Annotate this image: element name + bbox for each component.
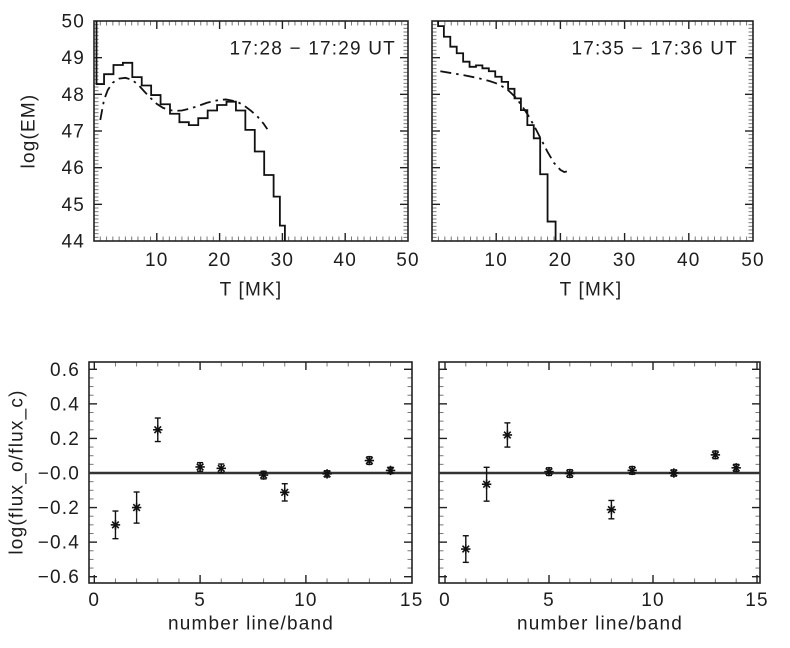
asterisk-marker (461, 544, 471, 554)
x-tick-label: 0 (88, 590, 100, 611)
asterisk-marker (153, 425, 163, 435)
flux-panel1-x-axis-label: number line/band (167, 613, 335, 635)
marker-stroke (482, 480, 491, 489)
asterisk-marker (606, 504, 617, 515)
asterisk-marker (258, 470, 269, 480)
x-tick-label: 5 (543, 590, 555, 611)
x-tick-label: 15 (400, 590, 424, 611)
panel-fluxratio-1728: 0 5 10 15 −0.6 −0.4 −0.2 −0.0 0.2 0.4 0.6 (38, 360, 424, 611)
x-tick-label: 30 (271, 250, 295, 271)
x-tick-label: 20 (208, 250, 232, 271)
axes-frame (431, 20, 754, 242)
dem-histogram (437, 21, 557, 241)
flux-panel2-x-axis-label: number line/band (516, 613, 684, 635)
marker-stroke (386, 466, 395, 475)
asterisk-marker (195, 462, 205, 472)
asterisk-marker (502, 430, 513, 440)
y-tick-label: 0.6 (50, 360, 80, 381)
y-tick-label: 0.4 (50, 394, 80, 415)
x-tick-label: 40 (677, 250, 701, 271)
marker-stroke (259, 471, 268, 479)
marker-stroke (607, 505, 616, 514)
x-tick-label: 0 (439, 590, 451, 611)
em-panel2-x-axis-label: T [MK] (559, 279, 623, 301)
asterisk-marker (481, 479, 492, 489)
x-tick-label: 40 (333, 250, 357, 271)
asterisk-marker (280, 487, 290, 498)
em-panel1-x-axis-label: T [MK] (219, 279, 283, 301)
y-tick-label: −0.0 (38, 464, 80, 485)
marker-stroke (461, 545, 470, 553)
y-tick-label: −0.2 (38, 498, 80, 519)
marker-stroke (711, 450, 720, 459)
em-panel2-time-annotation: 17:35 − 17:36 UT (571, 38, 738, 60)
model-fit-curve (440, 70, 568, 174)
panel-em-1728: 10 20 30 40 50 44 45 46 47 48 49 50 (61, 12, 420, 272)
asterisk-marker (731, 463, 741, 473)
x-tick-label: 10 (294, 590, 318, 611)
marker-stroke (365, 456, 374, 465)
x-tick-label: 5 (194, 590, 206, 611)
y-tick-label: 47 (61, 122, 85, 143)
em-y-axis-label: log(EM) (18, 93, 40, 169)
marker-stroke (565, 469, 574, 478)
marker-stroke (323, 469, 331, 478)
marker-stroke (732, 463, 741, 472)
asterisk-marker (110, 520, 121, 530)
panel-em-1735: 10 20 30 40 50 (431, 20, 765, 271)
em-panel1-time-annotation: 17:28 − 17:29 UT (229, 38, 396, 60)
marker-stroke (132, 503, 141, 512)
x-tick-label: 50 (741, 250, 765, 271)
asterisk-marker (216, 463, 226, 474)
marker-stroke (669, 469, 678, 477)
asterisk-marker (544, 466, 554, 477)
marker-stroke (280, 488, 289, 497)
x-tick-label: 10 (641, 590, 665, 611)
marker-stroke (503, 431, 512, 439)
x-tick-label: 50 (396, 250, 420, 271)
y-tick-label: −0.6 (38, 567, 80, 588)
marker-stroke (196, 463, 204, 471)
x-tick-label: 10 (145, 250, 169, 271)
y-tick-label: 46 (61, 158, 85, 179)
model-fit-curve (99, 76, 269, 130)
x-tick-label: 15 (745, 590, 769, 611)
marker-stroke (545, 467, 553, 476)
x-tick-label: 10 (484, 250, 508, 271)
asterisk-marker (322, 469, 332, 479)
y-tick-label: 45 (61, 195, 85, 216)
asterisk-marker (627, 465, 637, 476)
x-tick-label: 20 (549, 250, 573, 271)
asterisk-marker (364, 455, 375, 466)
y-tick-label: 44 (61, 232, 85, 253)
flux-y-axis-label: log(flux_o/flux_c) (6, 389, 28, 555)
y-tick-label: 0.2 (50, 429, 80, 450)
y-tick-label: 48 (61, 85, 85, 106)
marker-stroke (111, 520, 120, 529)
y-tick-label: −0.4 (38, 533, 80, 554)
y-tick-label: 49 (61, 48, 85, 69)
axes-frame (93, 20, 409, 242)
y-tick-label: 50 (61, 12, 85, 33)
x-tick-label: 30 (613, 250, 637, 271)
asterisk-marker (385, 465, 396, 476)
panel-fluxratio-1735: 0 5 10 15 (438, 361, 769, 611)
asterisk-marker (710, 450, 721, 460)
asterisk-marker (669, 468, 679, 478)
marker-stroke (217, 464, 226, 473)
asterisk-marker (565, 468, 575, 479)
asterisk-marker (131, 502, 142, 513)
marker-stroke (153, 425, 162, 434)
dem-histogram (95, 21, 286, 241)
marker-stroke (628, 466, 637, 475)
